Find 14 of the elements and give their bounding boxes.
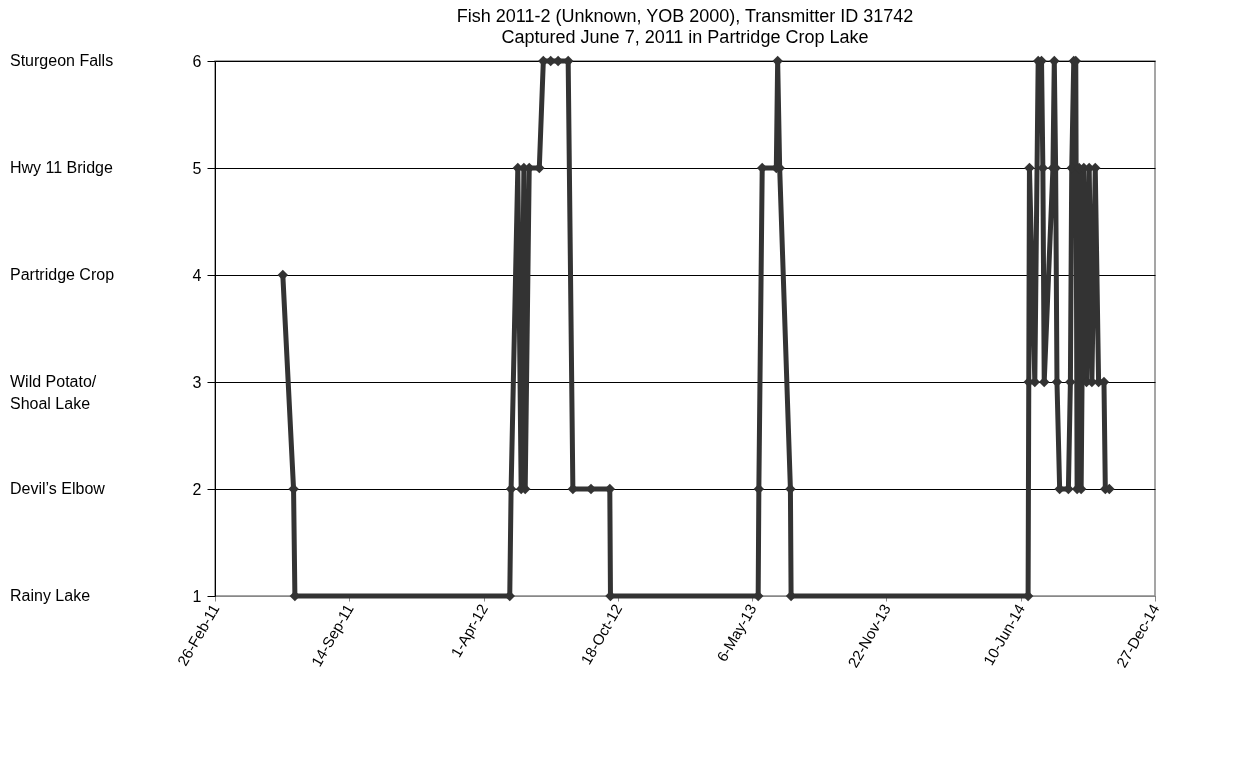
chart-title: Fish 2011-2 (Unknown, YOB 2000), Transmitter ID 31742: [456, 6, 914, 26]
y-tick-label: 1: [192, 587, 202, 605]
text: Sturgeon Falls: [10, 52, 114, 69]
y-tick-label: 4: [192, 266, 202, 284]
text: Rainy Lake: [10, 587, 91, 604]
text: Partridge Crop: [10, 266, 115, 283]
text: Hwy 11 Bridge: [10, 159, 113, 176]
text: Wild Potato/ Shoal Lake: [10, 373, 97, 412]
y-tick-label: 2: [192, 480, 202, 498]
chart-subtitle: Captured June 7, 2011 in Partridge Crop Lake: [501, 27, 869, 47]
y-tick-label: 3: [192, 373, 202, 391]
y-tick-label: 5: [192, 159, 202, 177]
y-tick-label: 6: [192, 52, 202, 70]
text: Devil’s Elbow: [10, 480, 106, 497]
